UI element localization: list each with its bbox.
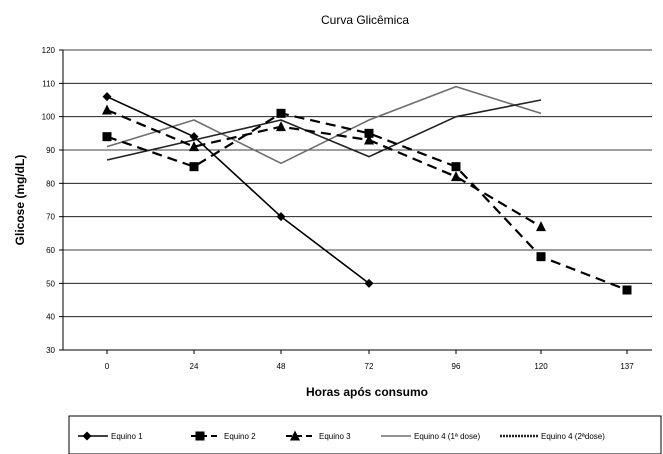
y-tick-label-90: 90 <box>46 146 55 155</box>
series-line-5 <box>106 99 542 161</box>
x-tick-labels: 0 24 48 72 96 120 137 <box>105 350 634 371</box>
series-2-point-96 <box>451 162 461 172</box>
y-tick-label-100: 100 <box>42 113 56 122</box>
x-tick-label-96: 96 <box>452 362 461 371</box>
series-3-point-0 <box>102 104 112 115</box>
series-2-point-0 <box>102 132 112 142</box>
axes <box>62 50 652 351</box>
series-2-point-137 <box>622 285 632 295</box>
legend-label-4: Equino 4 (1ª dose) <box>414 432 480 441</box>
x-axis-label: Horas após consumo <box>306 385 428 399</box>
x-tick-label-24: 24 <box>190 362 199 371</box>
x-tick-label-137: 137 <box>620 362 634 371</box>
y-tick-label-80: 80 <box>46 179 55 188</box>
series-2-point-120 <box>536 252 546 262</box>
series-2-point-24 <box>189 162 199 172</box>
y-tick-label-70: 70 <box>46 213 55 222</box>
y-tick-label-120: 120 <box>42 46 56 55</box>
series-line-3 <box>106 108 542 228</box>
series-3-point-24 <box>189 141 199 152</box>
y-tick-label-40: 40 <box>46 313 55 322</box>
y-axis-label: Glicose (mg/dL) <box>13 155 27 246</box>
legend-marker-2 <box>195 431 205 441</box>
x-tick-label-72: 72 <box>365 362 374 371</box>
series-3-point-96 <box>451 171 461 182</box>
series-lines <box>106 85 628 292</box>
y-tick-label-30: 30 <box>46 346 55 355</box>
series-1-point-72 <box>364 278 374 288</box>
y-tick-label-110: 110 <box>42 79 55 88</box>
series-3-point-48 <box>276 121 286 132</box>
legend-box <box>68 415 662 454</box>
series-line-4 <box>106 85 542 165</box>
series-line-1 <box>106 95 370 284</box>
chart-title: Curva Glicêmica <box>321 13 409 27</box>
legend-label-1: Equino 1 <box>111 432 143 441</box>
y-tick-label-50: 50 <box>46 279 55 288</box>
legend-label-2: Equino 2 <box>224 432 256 441</box>
series-markers <box>102 92 632 295</box>
series-3-point-120 <box>536 221 546 232</box>
y-tick-labels: 30 40 50 60 70 80 90 100 110 120 <box>42 46 63 355</box>
legend-label-3: Equino 3 <box>319 432 351 441</box>
series-2-point-48 <box>276 108 286 118</box>
y-tick-label-60: 60 <box>46 246 55 255</box>
x-tick-label-48: 48 <box>277 362 286 371</box>
series-1-point-48 <box>276 212 286 222</box>
legend-label-5: Equino 4 (2ªdose) <box>541 432 605 441</box>
series-1-point-24 <box>189 132 199 142</box>
series-1-point-0 <box>102 92 112 102</box>
series-2-point-72 <box>364 128 374 138</box>
gridlines <box>63 49 652 318</box>
x-tick-label-0: 0 <box>105 362 110 371</box>
legend: Equino 1 Equino 2 Equino 3 Equino 4 (1ª dos… <box>78 430 605 441</box>
x-tick-label-120: 120 <box>534 362 548 371</box>
legend-marker-3 <box>290 430 300 441</box>
series-3-point-72 <box>364 134 374 145</box>
legend-marker-1 <box>82 431 92 441</box>
